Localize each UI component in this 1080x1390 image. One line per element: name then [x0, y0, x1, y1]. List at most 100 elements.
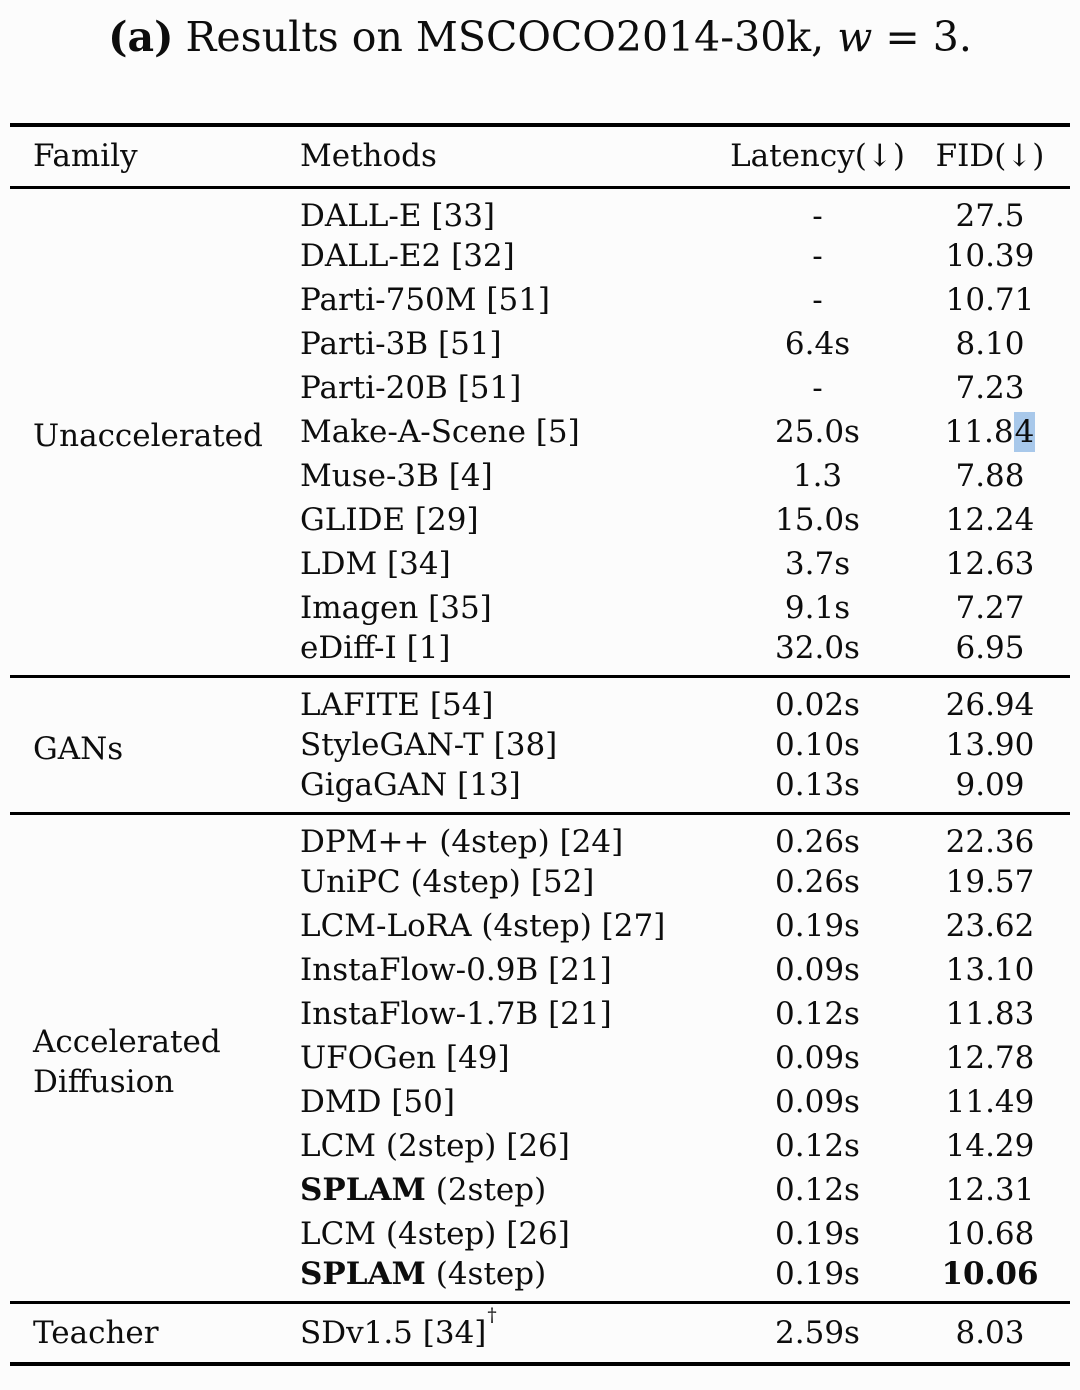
family-cell: Unaccelerated	[33, 417, 263, 454]
fid-cell: 11.83	[945, 995, 1035, 1032]
latency-cell: -	[812, 369, 823, 406]
table-row: InstaFlow-0.9B [21] 0.09s 13.10	[10, 948, 1070, 992]
method-cell: SPLAM (4step)	[300, 1255, 547, 1292]
method-name-bold: SPLAM	[300, 1255, 426, 1292]
fid-cell: 9.09	[955, 766, 1025, 803]
table-row: Muse-3B [4] 1.3 7.88	[10, 454, 1070, 498]
table-row: InstaFlow-1.7B [21] 0.12s 11.83	[10, 992, 1070, 1036]
fid-cell: 11.84	[944, 411, 1036, 452]
table-group: Teacher SDv1.5 [34]† 2.59s 8.03	[10, 1302, 1070, 1364]
latency-cell: 0.09s	[775, 1083, 860, 1120]
method-cell: Parti-20B [51]	[300, 369, 522, 406]
method-cell: DALL-E2 [32]	[300, 237, 515, 274]
method-cell: InstaFlow-0.9B [21]	[300, 951, 612, 988]
caption-math-tail: = 3.	[872, 13, 972, 61]
method-cell: DALL-E [33]	[300, 197, 496, 234]
latency-cell: 32.0s	[775, 629, 860, 666]
fid-cell: 22.36	[945, 823, 1035, 860]
text-selection-highlight: 4	[1013, 411, 1036, 452]
table-row: GigaGAN [13] 0.13s 9.09	[10, 767, 1070, 814]
method-cell: LCM (4step) [26]	[300, 1215, 570, 1252]
fid-cell: 10.71	[945, 281, 1035, 318]
latency-cell: 3.7s	[784, 545, 851, 582]
method-cell: SPLAM (2step)	[300, 1171, 547, 1208]
table-row: Teacher SDv1.5 [34]† 2.59s 8.03	[10, 1302, 1070, 1364]
fid-cell: 13.90	[945, 726, 1035, 763]
header-methods: Methods	[300, 138, 437, 175]
family-cell: GANs	[33, 730, 124, 767]
method-cell: LCM-LoRA (4step) [27]	[300, 907, 666, 944]
method-cell: Muse-3B [4]	[300, 457, 493, 494]
method-cell: Imagen [35]	[300, 589, 492, 626]
table-row: eDiff-I [1] 32.0s 6.95	[10, 630, 1070, 677]
table-row: UFOGen [49] 0.09s 12.78	[10, 1036, 1070, 1080]
method-cell: StyleGAN-T [38]	[300, 726, 558, 763]
method-cell: LAFITE [54]	[300, 686, 494, 723]
method-cell: Parti-3B [51]	[300, 325, 502, 362]
caption-math-var: w	[837, 13, 873, 61]
fid-cell: 6.95	[955, 629, 1025, 666]
fid-cell: 7.27	[955, 589, 1025, 626]
header-family: Family	[33, 138, 138, 175]
fid-cell: 8.03	[955, 1314, 1025, 1351]
table-group: Accelerated Diffusion DPM++ (4step) [24] 0…	[10, 813, 1070, 1303]
fid-cell: 8.10	[955, 325, 1025, 362]
table-group: Unaccelerated DALL-E [33] -27.5 DALL-E2 [32…	[10, 187, 1070, 677]
table-row: LCM-LoRA (4step) [27] 0.19s 23.62	[10, 904, 1070, 948]
method-cell: GigaGAN [13]	[300, 766, 521, 803]
latency-cell: 0.02s	[775, 686, 860, 723]
latency-cell: 0.19s	[775, 907, 860, 944]
fid-cell: 12.24	[945, 501, 1035, 538]
method-cell: eDiff-I [1]	[300, 629, 451, 666]
method-cell: UFOGen [49]	[300, 1039, 510, 1076]
table-row: DALL-E2 [32] - 10.39	[10, 234, 1070, 278]
method-cell: InstaFlow-1.7B [21]	[300, 995, 612, 1032]
table-row: SPLAM (4step) 0.19s 10.06	[10, 1256, 1070, 1303]
latency-cell: 0.19s	[775, 1215, 860, 1252]
table-row: Make-A-Scene [5] 25.0s 11.84	[10, 410, 1070, 454]
latency-cell: 2.59s	[775, 1314, 860, 1351]
latency-cell: 0.10s	[775, 726, 860, 763]
fid-cell: 7.23	[955, 369, 1025, 406]
family-cell: Accelerated Diffusion	[33, 1023, 221, 1101]
latency-cell: 0.12s	[775, 1171, 860, 1208]
latency-cell: -	[812, 197, 823, 234]
table-row: Unaccelerated DALL-E [33] - 27.5	[10, 187, 1070, 454]
latency-cell: 9.1s	[784, 589, 851, 626]
fid-cell: 11.49	[945, 1083, 1035, 1120]
latency-cell: -	[812, 237, 823, 274]
table-row: Parti-20B [51] - 7.23	[10, 366, 1070, 410]
table-row: StyleGAN-T [38] 0.10s 13.90	[10, 723, 1070, 767]
fid-cell: 14.29	[945, 1127, 1035, 1164]
fid-cell: 13.10	[945, 951, 1035, 988]
fid-cell: 23.62	[945, 907, 1035, 944]
table-row: GLIDE [29] 15.0s 12.24	[10, 498, 1070, 542]
latency-cell: 0.26s	[775, 863, 860, 900]
fid-cell: 10.68	[945, 1215, 1035, 1252]
fid-cell: 10.39	[945, 237, 1035, 274]
table-row: GANs LAFITE [54] 0.02s 26.94	[10, 676, 1070, 767]
method-cell: Make-A-Scene [5]	[300, 413, 580, 450]
latency-cell: 25.0s	[775, 413, 860, 450]
table-header: Family Methods Latency(↓) FID(↓)	[10, 125, 1070, 188]
latency-cell: 0.13s	[775, 766, 860, 803]
latency-cell: 0.26s	[775, 823, 860, 860]
method-cell: Parti-750M [51]	[300, 281, 551, 318]
latency-cell: 0.12s	[775, 1127, 860, 1164]
method-cell: DPM++ (4step) [24]	[300, 823, 624, 860]
family-cell: Teacher	[33, 1314, 159, 1351]
latency-cell: -	[812, 281, 823, 318]
method-cell: SDv1.5 [34]†	[300, 1305, 497, 1351]
table-header-row: Family Methods Latency(↓) FID(↓)	[10, 125, 1070, 188]
method-cell: LCM (2step) [26]	[300, 1127, 570, 1164]
table-group: GANs LAFITE [54] 0.02s 26.94 StyleGAN-T [38]…	[10, 676, 1070, 814]
table-row: SPLAM (2step) 0.12s 12.31	[10, 1168, 1070, 1212]
table-row: LCM (4step) [26] 0.19s 10.68	[10, 1212, 1070, 1256]
latency-cell: 15.0s	[775, 501, 860, 538]
latency-cell: 0.12s	[775, 995, 860, 1032]
method-cell: LDM [34]	[300, 545, 451, 582]
fid-cell: 12.78	[945, 1039, 1035, 1076]
caption-label: (a)	[108, 13, 174, 61]
latency-cell: 0.19s	[775, 1255, 860, 1292]
